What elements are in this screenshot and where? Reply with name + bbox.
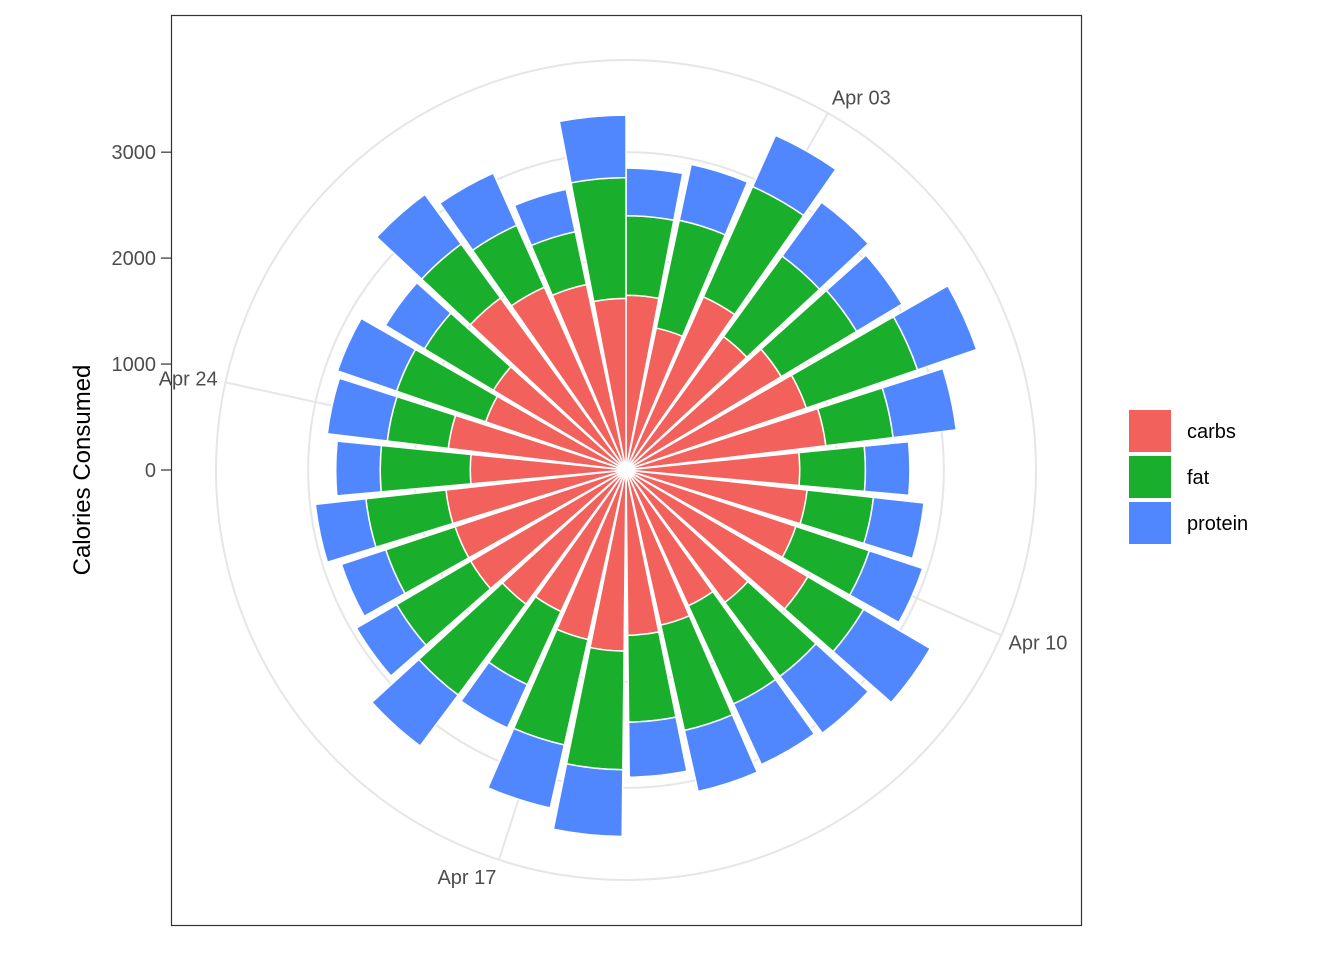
- bar-segment: [892, 284, 978, 371]
- x-tick-label: Apr 10: [1009, 633, 1068, 655]
- legend: carbs fat protein: [1129, 410, 1248, 544]
- bars: [314, 114, 978, 838]
- bar-segment: [513, 188, 577, 247]
- bar-segment: [863, 440, 911, 497]
- bar-segment: [438, 172, 518, 252]
- bar-segment: [326, 377, 398, 442]
- x-tick-label: Apr 17: [437, 867, 496, 889]
- y-tick-label: 3000: [112, 142, 157, 164]
- bar-segment: [732, 678, 816, 766]
- legend-label: fat: [1187, 467, 1210, 489]
- y-tick-label: 0: [145, 460, 156, 482]
- panel-border: [170, 14, 1083, 927]
- bar-segment: [625, 167, 684, 222]
- bar-segment: [314, 497, 377, 564]
- bar-segment: [881, 367, 958, 439]
- x-tick-label: Apr 03: [832, 87, 891, 109]
- bar-segment: [825, 254, 904, 333]
- bar-segment: [375, 193, 463, 281]
- bar-segment: [751, 134, 837, 217]
- bar-segment: [552, 762, 624, 838]
- bar-segment: [862, 496, 925, 560]
- bar-segment: [848, 549, 924, 624]
- y-tick-label: 2000: [112, 248, 157, 270]
- bar-segment: [558, 114, 627, 184]
- bar-segment: [370, 658, 460, 748]
- panel-circle: [215, 59, 1037, 881]
- legend-swatch: [1129, 456, 1171, 498]
- bar-segment: [486, 727, 566, 809]
- legend-label: protein: [1187, 513, 1248, 535]
- y-tick-label: 1000: [112, 354, 157, 376]
- legend-swatch: [1129, 410, 1171, 452]
- bar-segment: [340, 548, 406, 618]
- bar-segment: [334, 440, 383, 497]
- axes: Apr 03 Apr 10 Apr 17 Apr 24 0 1000 2000 3000: [112, 87, 1068, 888]
- y-axis-title: Calories Consumed: [69, 365, 96, 576]
- bar-segment: [781, 201, 870, 291]
- bar-segment: [798, 445, 867, 493]
- x-tick-label: Apr 24: [159, 369, 218, 391]
- legend-label: carbs: [1187, 421, 1236, 443]
- bar-segment: [384, 281, 452, 350]
- bar-segment: [460, 661, 529, 729]
- bar-segment: [355, 603, 428, 678]
- bar-segment: [778, 642, 870, 735]
- legend-swatch: [1129, 502, 1171, 544]
- bar-segment: [683, 713, 759, 793]
- bar-segment: [832, 608, 932, 704]
- bar-segment: [627, 716, 688, 778]
- bar-segment: [336, 317, 417, 393]
- bar-segment: [379, 444, 472, 493]
- bar-segment: [678, 163, 749, 236]
